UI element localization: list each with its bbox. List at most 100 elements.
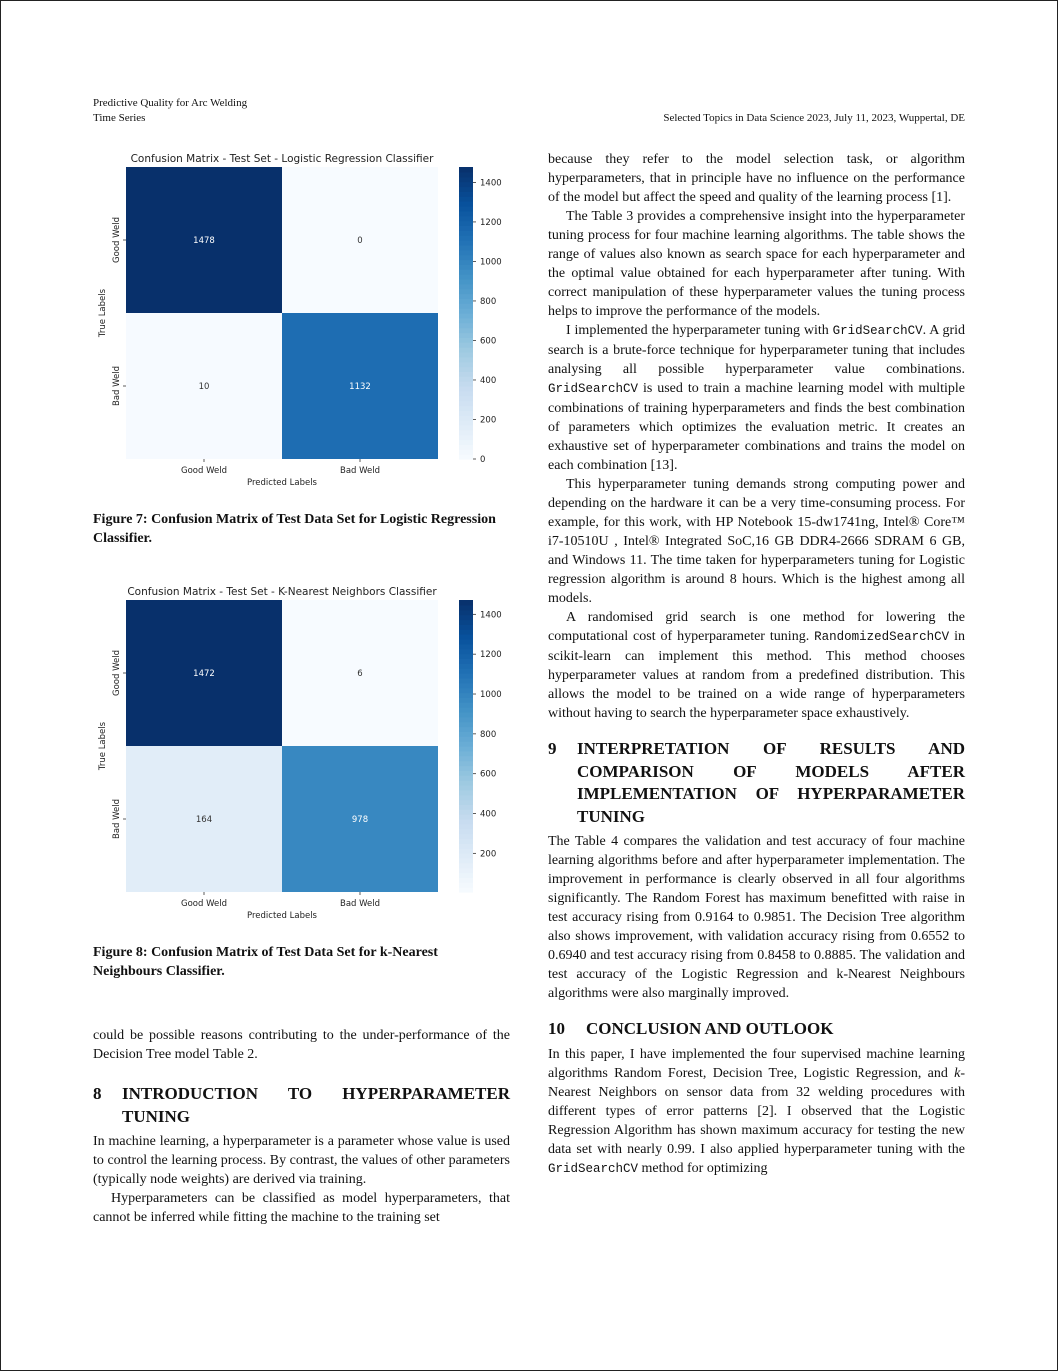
colorbar-segment [459,731,473,737]
heatmap-cell [282,746,438,892]
cell-value-label: 1478 [193,236,215,246]
colorbar-segment [459,721,473,728]
colorbar-segment [459,371,473,377]
colorbar-tick-label: 1400 [480,178,502,188]
colorbar-segment [459,668,473,674]
heatmap-cell [126,746,282,892]
colorbar-segment [459,201,473,207]
colorbar-tick-label: 1000 [480,257,502,267]
colorbar-segment [459,643,473,650]
colorbar-segment [459,303,473,309]
colorbar-segment [459,322,473,329]
section-number: 10 [548,1019,565,1038]
colorbar-tick-label: 600 [480,336,496,346]
colorbar-segment [459,381,473,387]
colorbar-segment [459,235,473,241]
colorbar-segment [459,167,473,173]
colorbar-segment [459,366,473,372]
colorbar-segment [459,298,473,304]
colorbar-segment [459,638,473,645]
paragraph: In machine learning, a hyperparameter is… [93,1134,510,1187]
section-10-heading: 10 CONCLUSION AND OUTLOOK [548,1018,965,1041]
colorbar-segment [459,828,473,835]
y-tick-label: Bad Weld [112,366,122,406]
cell-value-label: 1472 [193,669,215,679]
colorbar-segment [459,877,473,883]
heatmap-cell [282,313,438,459]
paragraph: The Table 3 provides a comprehensive ins… [548,209,965,319]
paragraph: I implemented the hyperparameter tuning … [548,321,965,475]
colorbar-segment [459,872,473,878]
colorbar-segment [459,658,473,664]
colorbar-segment [459,692,473,698]
y-tick-label: Good Weld [112,650,122,696]
colorbar-segment [459,390,473,397]
colorbar-segment [459,789,473,796]
colorbar-segment [459,288,473,295]
colorbar-segment [459,600,473,606]
colorbar-segment [459,278,473,285]
colorbar-segment [459,274,473,280]
colorbar-segment [459,887,473,893]
colorbar-segment [459,205,473,212]
colorbar-segment [459,249,473,256]
text-run: is used to train a machine learning mode… [548,381,965,473]
colorbar-segment [459,663,473,669]
colorbar-segment [459,809,473,815]
colorbar-segment [459,838,473,844]
y-axis-label: True Labels [98,288,108,338]
colorbar-segment [459,332,473,338]
header-title-line1: Predictive Quality for Arc Welding [93,97,248,109]
colorbar-segment [459,677,473,684]
colorbar-segment [459,614,473,621]
colorbar-tick-label: 400 [480,810,496,820]
section-number: 9 [548,739,557,758]
colorbar-segment [459,682,473,689]
colorbar-segment [459,857,473,864]
colorbar-segment [459,867,473,874]
y-tick-label: Good Weld [112,217,122,263]
x-tick-label: Bad Weld [340,899,380,909]
colorbar-segment [459,327,473,334]
colorbar-segment [459,434,473,441]
colorbar-segment [459,254,473,261]
colorbar-segment [459,707,473,713]
colorbar-segment [459,804,473,810]
colorbar-segment [459,313,473,319]
y-axis-label: True Labels [98,721,108,771]
colorbar-segment [459,716,473,723]
colorbar-segment [459,726,473,732]
colorbar-segment [459,702,473,708]
x-tick-label: Good Weld [181,899,227,909]
colorbar-segment [459,862,473,869]
colorbar-tick-label: 1000 [480,690,502,700]
figure-8-confusion-matrix: Confusion Matrix - Test Set - K-Nearest … [98,586,502,921]
colorbar-segment [459,429,473,436]
colorbar-segment [459,240,473,246]
colorbar-segment [459,760,473,767]
paragraph: In this paper, I have implemented the fo… [548,1045,965,1179]
colorbar-segment [459,376,473,382]
colorbar-segment [459,361,473,368]
colorbar-segment [459,230,473,236]
cell-value-label: 6 [357,669,362,679]
colorbar-segment [459,770,473,776]
colorbar-tick-label: 800 [480,297,496,307]
colorbar-segment [459,439,473,445]
text-run: In this paper, I have implemented the fo… [548,1046,965,1081]
section-title: INTRODUCTION TO HYPERPARAMETER TUNING [122,1084,510,1126]
cell-value-label: 164 [196,815,212,825]
colorbar-segment [459,741,473,747]
colorbar-segment [459,259,473,265]
colorbar-segment [459,220,473,226]
text-run: I implemented the hyperparameter tuning … [566,323,833,338]
paragraph: This hyperparameter tuning demands stron… [548,477,965,606]
heatmap-cell [126,313,282,459]
y-tick-label: Bad Weld [112,799,122,839]
colorbar-segment [459,648,473,655]
colorbar-segment [459,191,473,197]
running-header-left: Predictive Quality for Arc Welding Time … [93,96,247,126]
left-column: Confusion Matrix - Test Set - Logistic R… [93,150,510,1227]
colorbar-segment [459,317,473,324]
colorbar-segment [459,823,473,830]
